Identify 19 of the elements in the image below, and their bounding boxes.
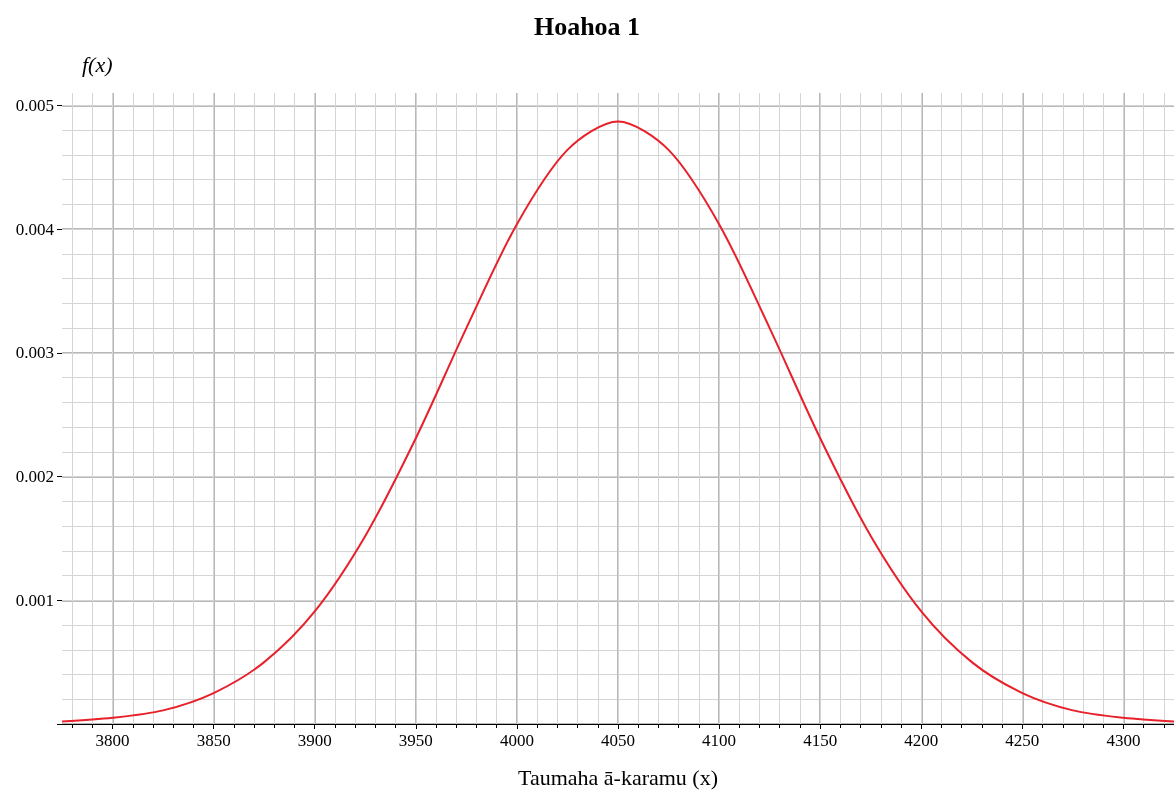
x-axis-title: Taumaha ā-karamu (x) [517,764,719,790]
x-tick-label: 3900 [297,731,332,750]
x-tick-label: 4050 [601,731,635,750]
x-tick-label: 4300 [1106,731,1141,750]
y-tick-label: 0.002 [15,467,54,487]
x-tick-label: 4150 [803,731,838,750]
y-axis-title: f(x) [82,51,113,77]
y-tick-label: 0.004 [15,219,55,239]
y-tick-label: 0.005 [15,95,54,115]
x-tick-label: 4250 [1005,731,1040,750]
chart-title: Hoahoa 1 [533,11,641,41]
x-tick-label: 3850 [196,731,231,750]
x-tick-label: 4100 [702,731,737,750]
x-tick-label: 4000 [499,731,534,750]
y-tick-label: 0.001 [15,590,54,610]
x-tick-label: 4200 [904,731,939,750]
y-tick-label: 0.003 [15,343,54,363]
x-tick-label: 3800 [95,731,130,750]
x-tick-label: 3950 [398,731,433,750]
